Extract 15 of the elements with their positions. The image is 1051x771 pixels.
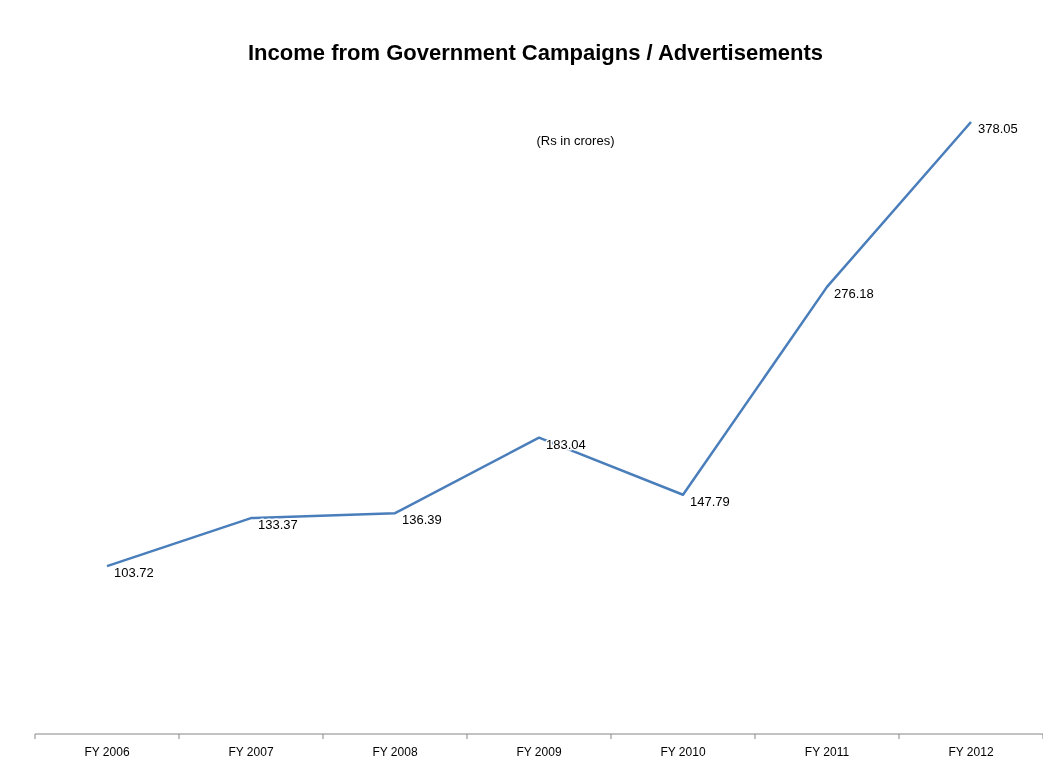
data-label: 103.72 (114, 565, 154, 581)
x-tick-label: FY 2010 (660, 745, 706, 759)
data-label: 147.79 (690, 493, 730, 509)
x-tick-label: FY 2009 (516, 745, 562, 759)
data-label: 378.05 (978, 121, 1018, 136)
x-tick-label: FY 2011 (804, 745, 850, 759)
x-tick-label: FY 2012 (948, 745, 994, 759)
data-label: 276.18 (834, 285, 874, 301)
chart-title: Income from Government Campaigns / Advertisements (248, 40, 823, 65)
text: (Rs in crores) (536, 133, 615, 148)
x-tick-label: FY 2007 (228, 745, 274, 759)
data-label: 133.37 (258, 517, 298, 533)
x-tick-label: FY 2008 (372, 745, 418, 759)
x-tick-label: FY 2006 (84, 745, 130, 759)
data-label: 136.39 (402, 512, 442, 528)
